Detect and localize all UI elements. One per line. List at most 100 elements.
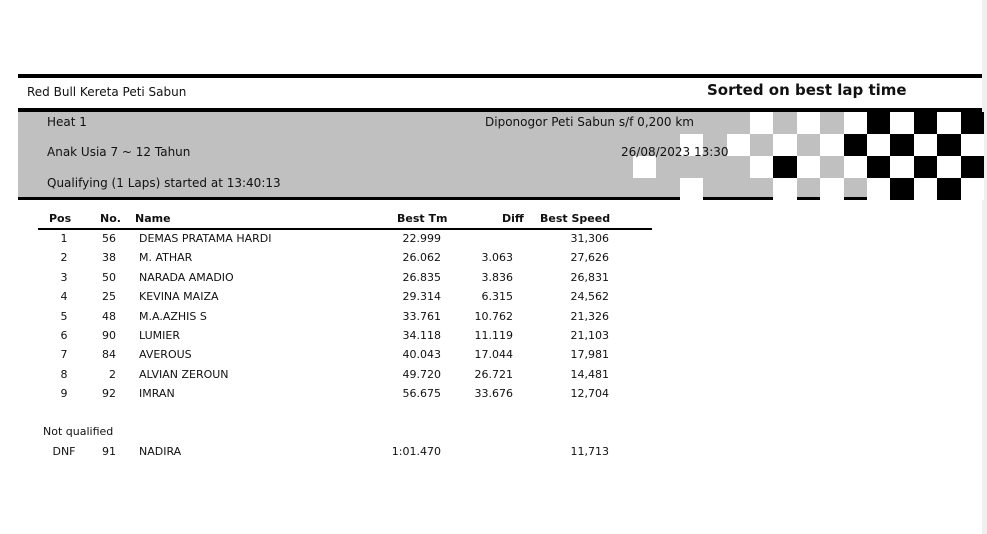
- flag-square: [937, 134, 961, 156]
- table-row: 9 92 IMRAN 56.675 33.676 12,704: [0, 387, 660, 405]
- flag-square: [890, 112, 914, 134]
- flag-square: [937, 156, 961, 178]
- cell-no: 48: [102, 309, 116, 323]
- cell-best-speed: 21,103: [570, 329, 610, 342]
- flag-square: [843, 156, 867, 178]
- table-row: 7 84 AVEROUS 40.043 17.044 17,981: [0, 348, 660, 366]
- cell-no: 90: [102, 329, 116, 342]
- cell-diff: 17.044: [474, 348, 514, 362]
- cell-best-speed: 21,326: [570, 309, 610, 323]
- flag-square: [867, 156, 891, 178]
- table-row: DNF 91 NADIRA 1:01.470 11,713: [0, 445, 660, 463]
- flag-square: [796, 156, 821, 178]
- cell-no: 25: [102, 290, 116, 304]
- cell-best-tm: 26.062: [402, 251, 442, 265]
- event-title: Red Bull Kereta Peti Sabun: [27, 85, 187, 99]
- cell-name: IMRAN: [139, 387, 175, 401]
- cell-best-speed: 27,626: [570, 251, 610, 265]
- table-row: 1 56 DEMAS PRATAMA HARDI 22.999 31,306: [0, 232, 660, 250]
- cell-diff: 10.762: [474, 309, 514, 323]
- flag-square: [679, 134, 704, 156]
- flag-square: [960, 178, 984, 200]
- flag-square: [913, 134, 938, 156]
- flag-square: [820, 178, 844, 200]
- top-rule: [18, 74, 982, 78]
- cell-diff: 6.315: [481, 290, 514, 304]
- flag-square: [867, 134, 891, 156]
- cell-pos: DNF: [52, 445, 76, 458]
- cell-pos: 7: [60, 348, 68, 362]
- table-row: 6 90 LUMIER 34.118 11.119 21,103: [0, 329, 660, 347]
- flag-square: [890, 178, 914, 200]
- flag-square: [773, 134, 797, 156]
- flag-square: [773, 178, 797, 200]
- cell-best-speed: 14,481: [570, 367, 610, 381]
- cell-best-speed: 11,713: [570, 445, 610, 458]
- cell-best-tm: 26.835: [402, 270, 442, 284]
- cell-pos: 5: [60, 309, 68, 323]
- cell-name: LUMIER: [139, 329, 180, 342]
- flag-square: [867, 112, 891, 134]
- flag-square: [843, 134, 867, 156]
- flag-square: [750, 112, 774, 134]
- cell-best-tm: 49.720: [402, 367, 442, 381]
- cell-no: 38: [102, 251, 116, 265]
- col-diff: Diff: [502, 212, 524, 225]
- cell-best-tm: 29.314: [402, 290, 442, 304]
- cell-best-speed: 24,562: [570, 290, 610, 304]
- cell-name: AVEROUS: [139, 348, 192, 362]
- cell-name: ALVIAN ZEROUN: [139, 367, 229, 381]
- header-rule: [38, 228, 652, 230]
- not-qualified-label: Not qualified: [43, 425, 114, 438]
- cell-best-tm: 34.118: [402, 329, 442, 342]
- cell-pos: 8: [60, 367, 68, 381]
- table-row: 5 48 M.A.AZHIS S 33.761 10.762 21,326: [0, 310, 660, 328]
- cell-diff: 11.119: [474, 329, 514, 342]
- cell-best-speed: 26,831: [570, 270, 610, 284]
- cell-best-speed: 12,704: [570, 387, 610, 401]
- cell-pos: 4: [60, 290, 68, 304]
- cell-name: M.A.AZHIS S: [139, 309, 207, 323]
- flag-square: [773, 156, 797, 178]
- cell-pos: 1: [60, 232, 68, 245]
- heat-label: Heat 1: [47, 115, 87, 129]
- cell-name: NARADA AMADIO: [139, 270, 234, 284]
- cell-pos: 2: [60, 251, 68, 265]
- info-band: Heat 1 Anak Usia 7 ~ 12 Tahun Qualifying…: [18, 108, 984, 200]
- cell-pos: 6: [60, 329, 68, 342]
- cell-diff: 33.676: [474, 387, 514, 401]
- sort-label: Sorted on best lap time: [707, 81, 907, 99]
- col-pos: Pos: [49, 212, 72, 225]
- flag-square: [890, 156, 914, 178]
- cell-no: 91: [102, 445, 116, 458]
- flag-square: [960, 156, 984, 178]
- cell-best-speed: 31,306: [570, 232, 610, 245]
- cell-no: 92: [102, 387, 116, 401]
- cell-name: NADIRA: [139, 445, 182, 458]
- col-best-speed: Best Speed: [540, 212, 611, 225]
- flag-square: [867, 178, 891, 200]
- table-row: 4 25 KEVINA MAIZA 29.314 6.315 24,562: [0, 290, 660, 308]
- flag-square: [960, 134, 984, 156]
- cell-diff: 3.063: [481, 251, 514, 265]
- flag-square: [937, 178, 961, 200]
- flag-square: [843, 112, 867, 134]
- cell-diff: 26.721: [474, 367, 514, 381]
- session-label: Qualifying (1 Laps) started at 13:40:13: [47, 176, 281, 190]
- cell-name: DEMAS PRATAMA HARDI: [139, 232, 272, 245]
- cell-name: KEVINA MAIZA: [139, 290, 219, 304]
- cell-best-tm: 56.675: [402, 387, 442, 401]
- flag-square: [913, 178, 938, 200]
- cell-pos: 9: [60, 387, 68, 401]
- cell-diff: 3.836: [481, 270, 514, 284]
- col-no: No.: [100, 212, 121, 225]
- flag-square: [679, 178, 704, 200]
- col-best-tm: Best Tm: [397, 212, 448, 225]
- flag-square: [890, 134, 914, 156]
- datetime-label: 26/08/2023 13:30: [621, 145, 729, 159]
- flag-square: [820, 134, 844, 156]
- cell-no: 2: [109, 367, 116, 381]
- flag-square: [726, 134, 750, 156]
- flag-square: [913, 112, 938, 134]
- table-row: 8 2 ALVIAN ZEROUN 49.720 26.721 14,481: [0, 368, 660, 386]
